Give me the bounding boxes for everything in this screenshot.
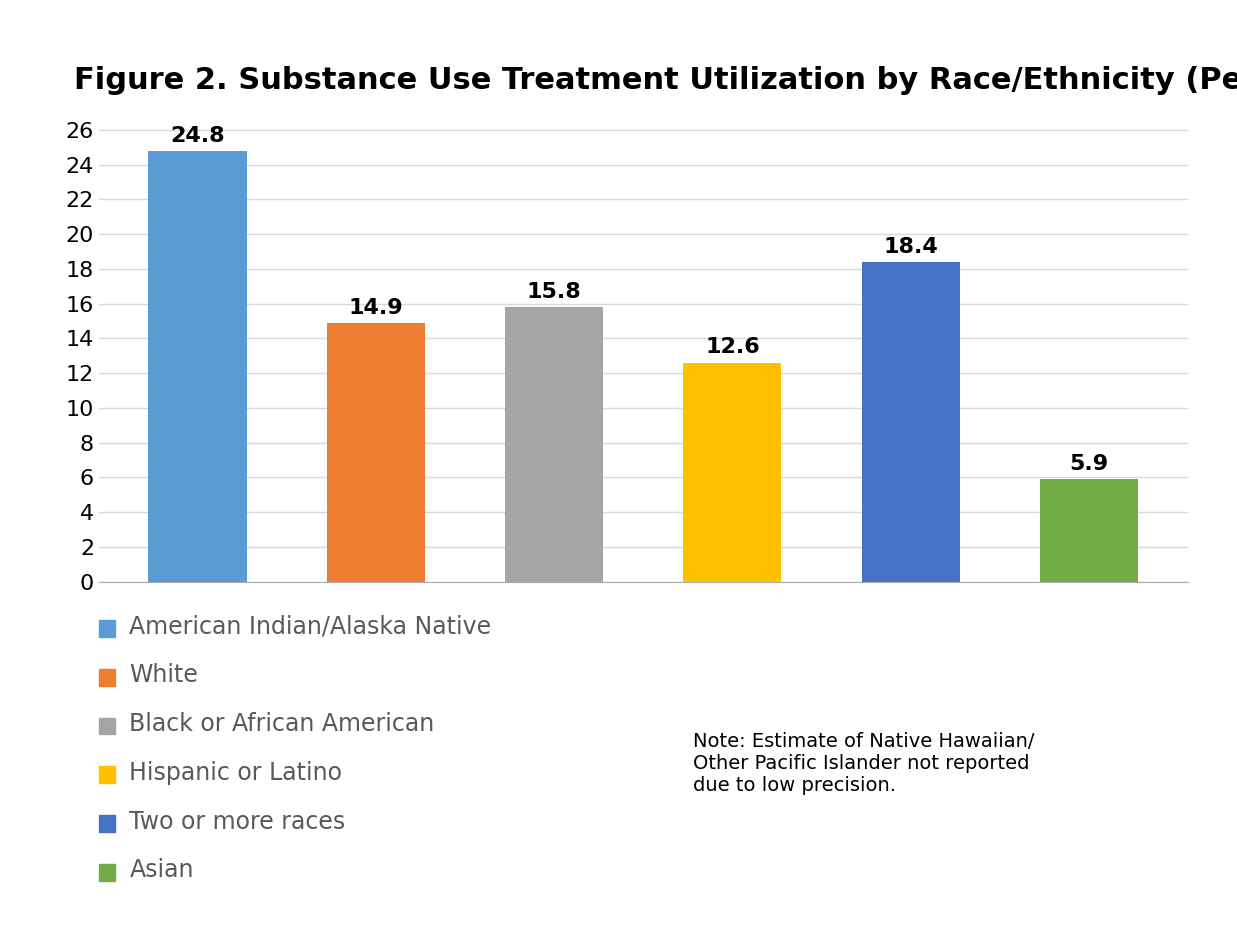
Bar	[505, 307, 604, 582]
Bar	[683, 363, 782, 582]
Text: Hispanic or Latino: Hispanic or Latino	[130, 761, 343, 785]
Bar	[1040, 479, 1138, 582]
Text: Figure 2. Substance Use Treatment Utilization by Race/Ethnicity (Percentage): Figure 2. Substance Use Treatment Utiliz…	[74, 66, 1237, 95]
Text: 24.8: 24.8	[171, 126, 225, 145]
Bar	[148, 151, 246, 582]
Bar	[327, 323, 424, 582]
Text: 12.6: 12.6	[705, 338, 760, 357]
Text: 15.8: 15.8	[527, 282, 581, 302]
Text: Asian: Asian	[130, 858, 194, 883]
Bar	[862, 262, 960, 582]
Text: Black or African American: Black or African American	[130, 712, 434, 736]
Text: American Indian/Alaska Native: American Indian/Alaska Native	[130, 614, 491, 639]
Text: 18.4: 18.4	[883, 236, 938, 257]
Text: 5.9: 5.9	[1070, 454, 1108, 474]
Text: Two or more races: Two or more races	[130, 809, 345, 834]
Text: 14.9: 14.9	[349, 297, 403, 318]
Text: Note: Estimate of Native Hawaiian/
Other Pacific Islander not reported
due to lo: Note: Estimate of Native Hawaiian/ Other…	[693, 732, 1034, 794]
Text: White: White	[130, 663, 198, 688]
